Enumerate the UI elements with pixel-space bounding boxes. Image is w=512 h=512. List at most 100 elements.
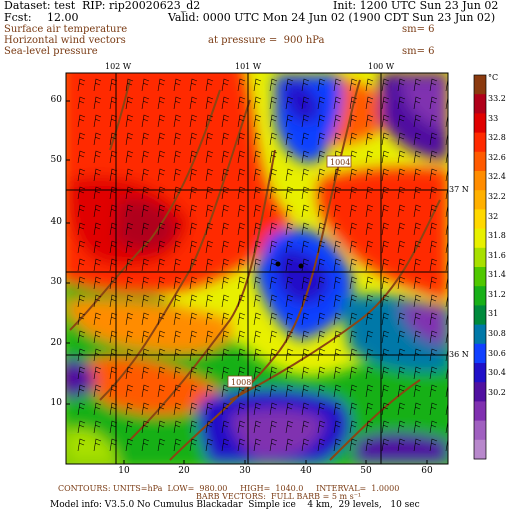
legend-swatch: [474, 132, 486, 153]
valid-label: Valid: 0000 UTC Mon 24 Jun 02 (1900 CDT …: [168, 11, 496, 24]
legend-swatch: [474, 382, 486, 402]
wind-barb: [205, 204, 214, 218]
wind-barb: [237, 132, 246, 146]
wind-barb: [285, 204, 294, 218]
wind-barb: [429, 132, 438, 146]
wind-barb: [301, 96, 310, 110]
wind-barb: [429, 78, 438, 92]
wind-barb: [237, 258, 246, 272]
wind-barb: [205, 222, 214, 236]
wind-barb: [253, 204, 262, 218]
wind-barb: [269, 330, 278, 344]
wind-barb: [141, 258, 150, 272]
wind-barb: [173, 132, 182, 146]
wind-barb: [173, 402, 182, 416]
wind-barb: [429, 276, 438, 290]
wind-barb: [333, 366, 342, 380]
wind-barb: [77, 240, 86, 254]
wind-barb: [189, 384, 198, 398]
wind-barb: [237, 150, 246, 164]
wind-barb: [269, 384, 278, 398]
wind-barb: [125, 384, 134, 398]
wind-barb: [349, 420, 358, 434]
wind-barb: [397, 348, 406, 362]
wind-barb: [173, 150, 182, 164]
wind-barb: [157, 96, 166, 110]
wind-barb: [317, 366, 326, 380]
wind-barb: [205, 402, 214, 416]
wind-barb: [333, 96, 342, 110]
wind-barb: [221, 420, 230, 434]
wind-barb: [125, 132, 134, 146]
wind-barb: [285, 186, 294, 200]
wind-barb: [77, 204, 86, 218]
wind-barb: [141, 384, 150, 398]
wind-barb: [77, 312, 86, 326]
wind-barb: [317, 438, 326, 452]
wind-barb: [397, 294, 406, 308]
wind-barb: [141, 348, 150, 362]
wind-barb: [109, 78, 118, 92]
wind-barb: [141, 78, 150, 92]
wind-barb: [381, 132, 390, 146]
lon-label-102w: 102 W: [105, 62, 132, 71]
wind-barb: [285, 168, 294, 182]
wind-barb: [301, 258, 310, 272]
y-tick: 30: [50, 277, 62, 287]
wind-barb: [365, 114, 374, 128]
legend-swatch: [474, 247, 486, 268]
wind-barb: [125, 78, 134, 92]
legend-swatch: [474, 439, 486, 460]
wind-barb: [333, 258, 342, 272]
wind-barb: [125, 150, 134, 164]
wind-barb: [301, 168, 310, 182]
field-horizontal-wind-vectors: Horizontal wind vectors: [4, 35, 126, 46]
wind-barb: [269, 186, 278, 200]
wind-barb: [141, 150, 150, 164]
wind-barb: [349, 330, 358, 344]
wind-barb: [189, 366, 198, 380]
wind-barb: [285, 348, 294, 362]
wind-barb: [381, 348, 390, 362]
fcst-label: Fcst:: [4, 11, 32, 24]
wind-barb: [109, 240, 118, 254]
wind-barb: [381, 168, 390, 182]
wind-barb: [77, 348, 86, 362]
wind-barb: [397, 78, 406, 92]
x-tick: 50: [360, 466, 372, 476]
wind-barb: [317, 384, 326, 398]
wind-barb: [221, 96, 230, 110]
wind-barb: [157, 204, 166, 218]
wind-barb: [93, 240, 102, 254]
wind-barb: [381, 312, 390, 326]
wind-barb: [317, 132, 326, 146]
wind-barb: [125, 240, 134, 254]
model-info: Model info: V3.5.0 No Cumulus Blackadar …: [50, 500, 420, 510]
wind-barb: [141, 204, 150, 218]
wind-barb: [141, 330, 150, 344]
wind-barb: [285, 96, 294, 110]
wind-barb: [349, 366, 358, 380]
wind-barb: [397, 312, 406, 326]
wind-barb: [317, 330, 326, 344]
wind-barb: [381, 438, 390, 452]
wind-barb: [157, 150, 166, 164]
legend-label: 30.6: [488, 348, 506, 358]
wind-barb: [317, 312, 326, 326]
wind-barb: [173, 348, 182, 362]
wind-barb: [205, 330, 214, 344]
wind-barb: [157, 384, 166, 398]
wind-barb: [333, 204, 342, 218]
wind-barb: [301, 438, 310, 452]
wind-barb: [333, 276, 342, 290]
wind-barb: [397, 186, 406, 200]
wind-barb: [317, 114, 326, 128]
wind-barb: [109, 420, 118, 434]
wind-barb: [189, 420, 198, 434]
wind-barb: [77, 384, 86, 398]
wind-barb: [109, 276, 118, 290]
wind-barb: [285, 114, 294, 128]
wind-barb: [237, 330, 246, 344]
wind-barb: [189, 96, 198, 110]
wind-barb: [173, 420, 182, 434]
